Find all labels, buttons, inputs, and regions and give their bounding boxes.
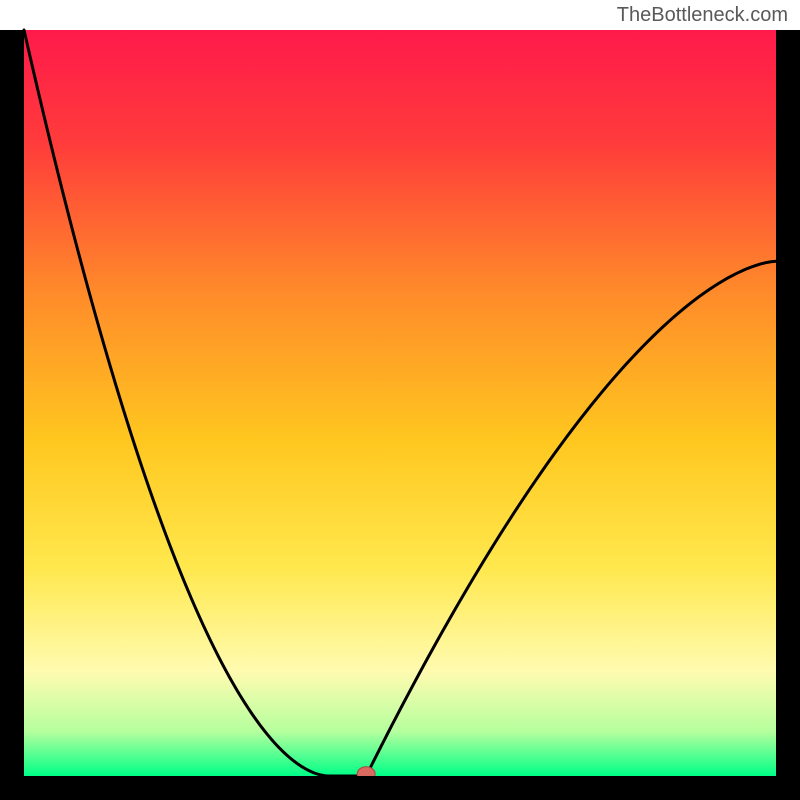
frame-bottom [0,776,800,800]
frame-right [776,30,800,800]
plot-background [24,30,776,776]
bottleneck-chart [0,0,800,800]
watermark-text: TheBottleneck.com [617,4,788,27]
frame-left [0,30,24,800]
